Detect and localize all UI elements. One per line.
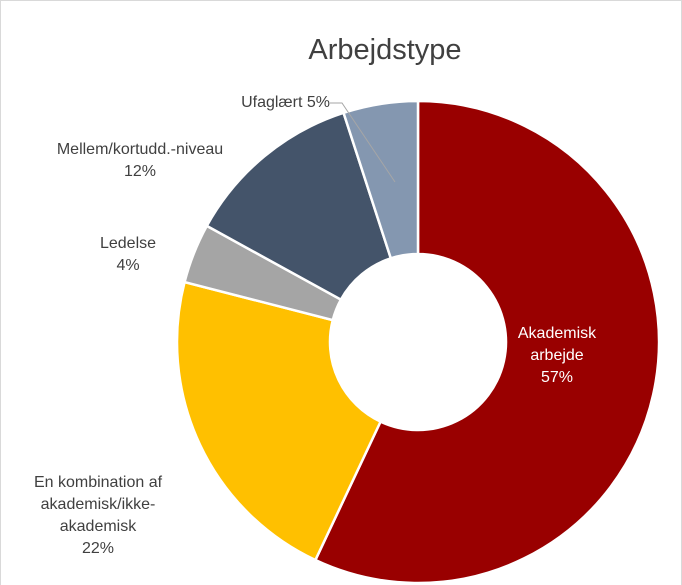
value-label: 5% xyxy=(306,94,330,111)
data-label: Mellem/kortudd.-niveau 12% xyxy=(45,139,235,183)
donut-slice xyxy=(313,99,661,585)
donut-slice xyxy=(341,99,420,260)
donut-slice xyxy=(175,280,383,562)
value-label: 57% xyxy=(540,369,574,386)
value-label: 4% xyxy=(116,257,140,274)
value-label: 22% xyxy=(81,540,115,557)
chart-title: Arbejdstype xyxy=(308,34,462,66)
data-label: Akademisk arbejde 57% xyxy=(507,323,607,389)
category-label: En kombination af akademisk/ikke-akademi… xyxy=(33,474,163,535)
donut-slice xyxy=(205,111,393,302)
value-label: 12% xyxy=(123,163,157,180)
data-label: Ledelse 4% xyxy=(88,233,168,277)
category-label: Mellem/kortudd.-niveau xyxy=(56,141,224,158)
data-label: En kombination af akademisk/ikke-akademi… xyxy=(8,472,188,560)
category-label: Ufaglært xyxy=(241,94,303,111)
data-label: Ufaglært 5% xyxy=(150,92,330,114)
leader-line xyxy=(330,102,396,183)
category-label: Akademisk arbejde xyxy=(517,325,597,364)
category-label: Ledelse xyxy=(99,235,157,252)
